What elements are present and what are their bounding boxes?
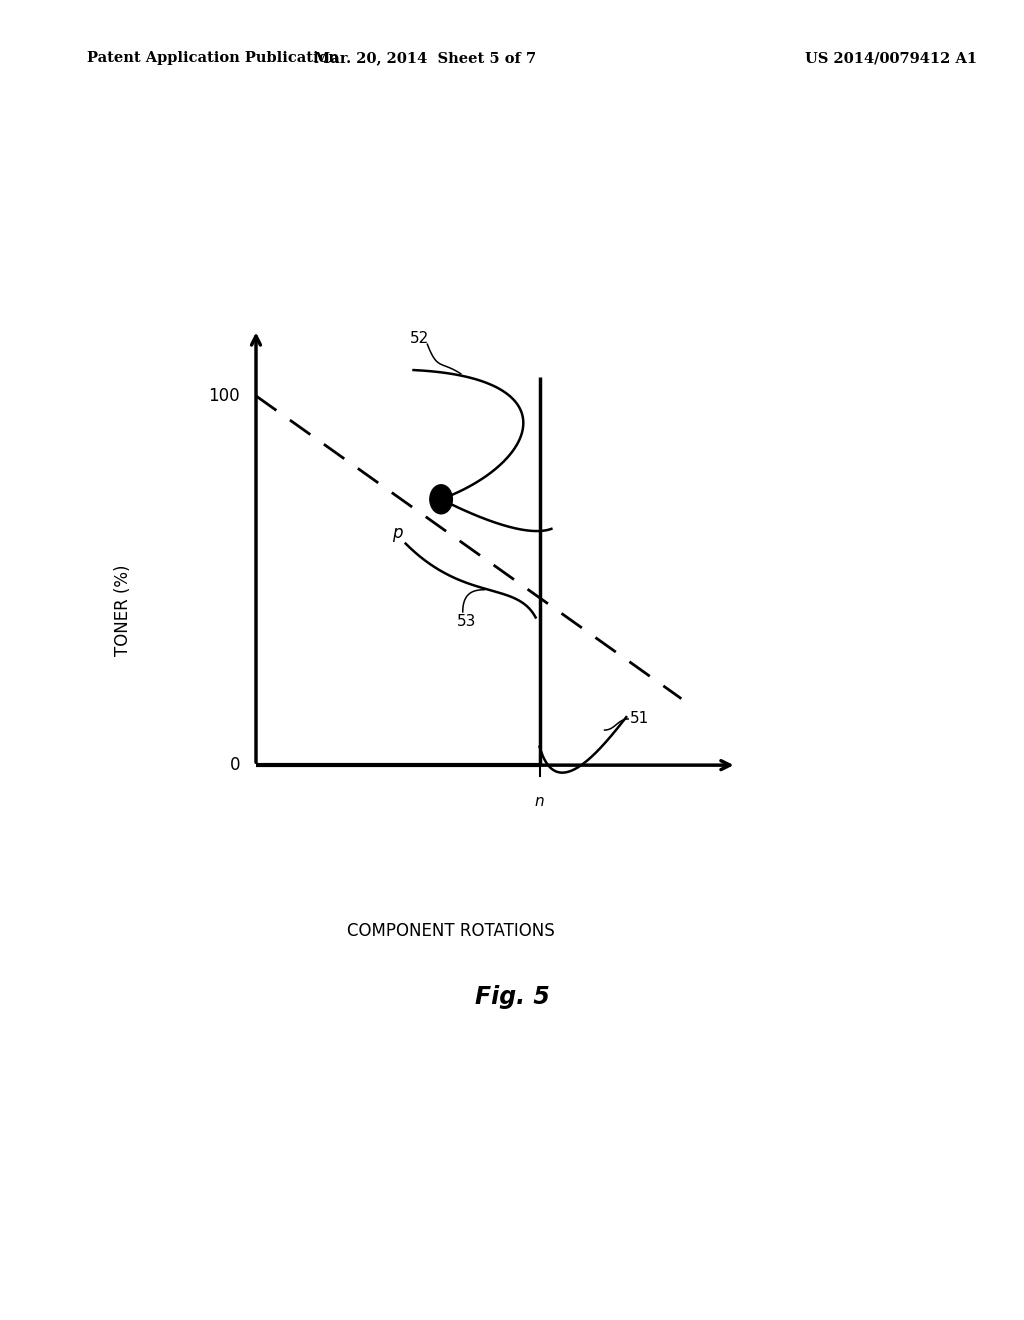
Text: Patent Application Publication: Patent Application Publication (87, 51, 339, 65)
Text: p: p (392, 524, 403, 541)
Text: TONER (%): TONER (%) (114, 564, 132, 656)
Text: 51: 51 (630, 711, 649, 726)
Text: 52: 52 (410, 331, 429, 346)
Text: Mar. 20, 2014  Sheet 5 of 7: Mar. 20, 2014 Sheet 5 of 7 (314, 51, 536, 65)
Text: Fig. 5: Fig. 5 (474, 985, 550, 1008)
Text: 53: 53 (457, 614, 476, 628)
Text: n: n (535, 795, 545, 809)
Text: US 2014/0079412 A1: US 2014/0079412 A1 (805, 51, 977, 65)
Text: COMPONENT ROTATIONS: COMPONENT ROTATIONS (347, 921, 554, 940)
Text: 0: 0 (229, 756, 241, 774)
Text: 100: 100 (209, 387, 241, 405)
